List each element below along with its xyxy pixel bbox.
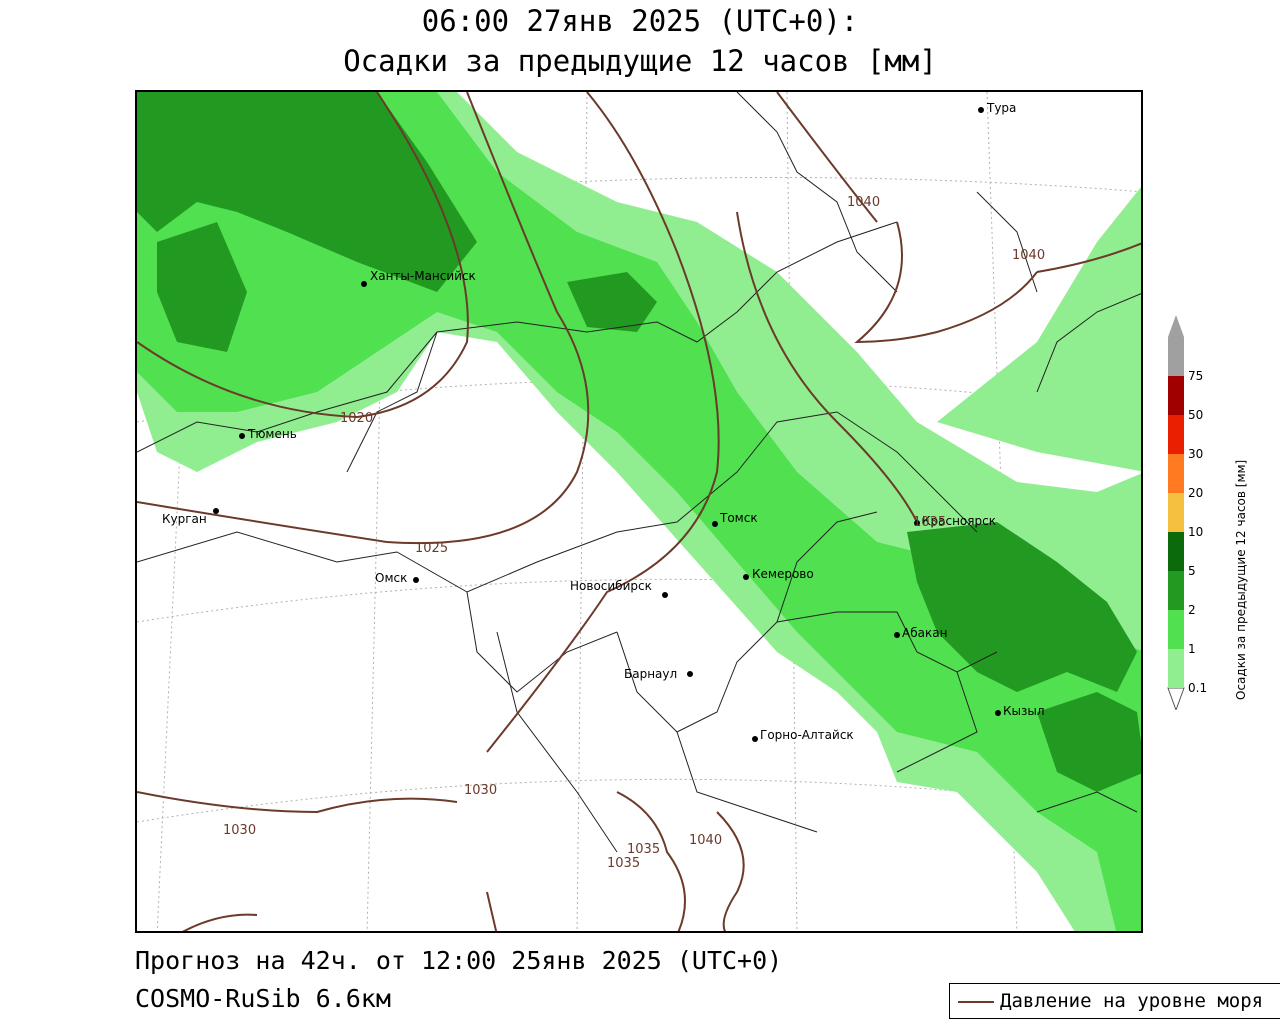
- city-kemerovo: Кемерово: [752, 567, 814, 581]
- city-khanty-mansiysk: Ханты-Мансийск: [370, 269, 476, 283]
- city-krasnoyarsk: Красноярск: [922, 514, 996, 528]
- isobar-label-1020: 1020: [340, 411, 373, 426]
- city-abakan: Абакан: [902, 626, 947, 640]
- city-omsk: Омск: [375, 571, 407, 585]
- isobar-label-1030a: 1030: [464, 783, 497, 798]
- isobar-label-1025: 1025: [415, 541, 448, 556]
- colorbar-tick-label: 50: [1188, 408, 1203, 422]
- city-tyumen: Тюмень: [247, 427, 297, 441]
- isobar-label-1040b: 1040: [847, 195, 880, 210]
- city-novosibirsk: Новосибирск: [570, 579, 652, 593]
- colorbar-canvas: 0.1 1 2 5 10 20 30 50 75: [1167, 315, 1207, 712]
- isobar-label-1040c: 1040: [1012, 248, 1045, 263]
- city-barnaul: Барнаул: [624, 667, 677, 681]
- colorbar-segment: [1168, 376, 1184, 415]
- precipitation-fields: [137, 92, 1141, 931]
- city-kyzyl: Кызыл: [1003, 704, 1045, 718]
- city-tura: Тура: [986, 101, 1016, 115]
- colorbar-segment: [1168, 649, 1184, 688]
- map-canvas: Тура Ханты-Мансийск Тюмень Курган Омск Н…: [137, 92, 1141, 931]
- precipitation-map: Тура Ханты-Мансийск Тюмень Курган Омск Н…: [135, 90, 1143, 933]
- isobar-label-1035a: 1035: [627, 842, 660, 857]
- model-name: COSMO-RuSib 6.6км: [135, 984, 391, 1013]
- pressure-legend: Давление на уровне моря: [949, 983, 1280, 1019]
- isobar-label-1030b: 1030: [223, 823, 256, 838]
- colorbar-segment: [1168, 337, 1184, 376]
- colorbar-tick-label: 0.1: [1188, 681, 1207, 695]
- map-title-line1: 06:00 27янв 2025 (UTC+0):: [421, 4, 859, 38]
- colorbar-tick-label: 1: [1188, 642, 1196, 656]
- city-gorno-altaysk: Горно-Алтайск: [760, 728, 854, 742]
- colorbar-over-triangle: [1168, 315, 1184, 337]
- isobars: [137, 92, 1141, 931]
- colorbar-segment: [1168, 532, 1184, 571]
- city-tomsk: Томск: [719, 511, 758, 525]
- city-markers: Тура Ханты-Мансийск Тюмень Курган Омск Н…: [162, 101, 1045, 742]
- isobar-label-1035b: 1035: [607, 856, 640, 871]
- colorbar-tick-label: 10: [1188, 525, 1203, 539]
- isobar-label-1035c: 1035: [913, 515, 946, 530]
- isobar-labels: 1020 1025 1030 1030 1035 1035 1035 1040 …: [223, 195, 1045, 871]
- colorbar-tick-label: 5: [1188, 564, 1196, 578]
- colorbar-segment: [1168, 493, 1184, 532]
- colorbar-segment: [1168, 454, 1184, 493]
- region-borders: [137, 92, 1141, 853]
- colorbar-tick-label: 20: [1188, 486, 1203, 500]
- colorbar-title-text: Осадки за предыдущие 12 часов [мм]: [1234, 460, 1248, 700]
- forecast-info: Прогноз на 42ч. от 12:00 25янв 2025 (UTC…: [135, 946, 783, 975]
- map-title-line2: Осадки за предыдущие 12 часов [мм]: [343, 44, 937, 78]
- precipitation-colorbar: 0.1 1 2 5 10 20 30 50 75: [1160, 315, 1260, 712]
- colorbar-segment: [1168, 571, 1184, 610]
- pressure-legend-line: [958, 1001, 994, 1003]
- colorbar-tick-label: 30: [1188, 447, 1203, 461]
- city-kurgan: Курган: [162, 512, 207, 526]
- colorbar-tick-label: 2: [1188, 603, 1196, 617]
- colorbar-tick-label: 75: [1188, 369, 1203, 383]
- isobar-label-1040a: 1040: [689, 833, 722, 848]
- colorbar-segment: [1168, 610, 1184, 649]
- colorbar-title: Осадки за предыдущие 12 часов [мм]: [1234, 460, 1248, 700]
- colorbar-segment: [1168, 415, 1184, 454]
- colorbar-under-triangle: [1167, 687, 1185, 712]
- pressure-legend-label: Давление на уровне моря: [1000, 990, 1264, 1012]
